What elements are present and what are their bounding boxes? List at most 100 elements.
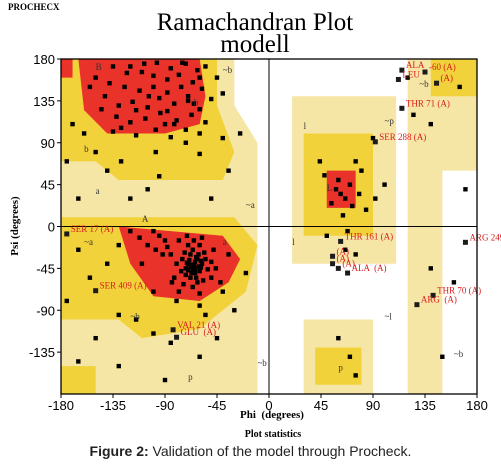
data-point <box>184 233 190 239</box>
x-tick-label: 90 <box>366 398 380 413</box>
data-point <box>81 131 87 136</box>
data-point <box>165 108 170 114</box>
data-point <box>220 135 225 141</box>
y-tick-label: 0 <box>48 220 55 235</box>
data-point <box>199 235 205 240</box>
data-point <box>176 289 182 294</box>
residue-label: ARG 249 (A) <box>469 232 501 242</box>
data-point <box>151 228 156 234</box>
data-point <box>190 284 195 290</box>
data-point <box>203 120 208 125</box>
data-point <box>143 116 148 121</box>
data-point <box>154 60 160 65</box>
data-point <box>176 72 182 78</box>
data-point <box>191 238 197 243</box>
region-allowed-6 <box>61 366 96 394</box>
data-point <box>157 233 162 239</box>
data-point <box>183 127 188 132</box>
data-point <box>405 75 410 80</box>
data-point <box>343 196 348 201</box>
data-point <box>463 187 468 192</box>
data-point <box>118 125 124 131</box>
caption-text: Validation of the model through Procheck… <box>148 443 412 459</box>
residue-label: LEU <box>402 69 420 79</box>
data-point <box>350 203 355 209</box>
residue-label: (A) <box>342 258 355 268</box>
data-point <box>168 134 173 140</box>
data-point <box>87 84 93 90</box>
data-point <box>191 101 197 106</box>
data-point <box>329 201 334 206</box>
y-tick-label: -135 <box>29 345 55 360</box>
data-point <box>440 354 445 359</box>
data-point <box>157 174 162 179</box>
region-core-13 <box>61 59 73 78</box>
data-point <box>168 252 173 257</box>
x-tick-label: 180 <box>466 398 488 413</box>
x-tick-label: 0 <box>265 398 272 413</box>
data-point <box>187 257 192 263</box>
data-point <box>373 196 378 201</box>
data-point <box>197 354 202 359</box>
data-point <box>370 135 376 141</box>
data-point <box>124 70 130 76</box>
region-allowed-9 <box>430 59 477 97</box>
data-point <box>151 84 156 90</box>
figure-caption: Figure 2: Validation of the model throug… <box>0 443 501 459</box>
data-point <box>139 261 145 266</box>
labeled-residue-point <box>414 302 420 308</box>
region-letter: ~b <box>130 312 140 322</box>
data-point <box>197 268 202 274</box>
labeled-residue-point <box>170 327 176 333</box>
data-point <box>176 238 182 243</box>
data-point <box>128 196 133 201</box>
data-point <box>190 247 195 252</box>
residue-label: SER 17 (A) <box>71 224 114 234</box>
y-tick-label: -45 <box>36 261 55 276</box>
data-point <box>168 66 173 71</box>
data-point <box>197 131 202 136</box>
x-tick-label: -90 <box>156 398 175 413</box>
data-point <box>130 99 135 105</box>
data-point <box>183 266 188 271</box>
data-point <box>197 75 202 80</box>
data-point <box>139 69 145 75</box>
region-letter: l <box>304 121 307 131</box>
residue-label: SER 409 (A) <box>100 281 147 291</box>
data-point <box>174 298 179 304</box>
data-point <box>162 377 168 383</box>
data-point <box>151 331 156 336</box>
data-point <box>172 275 177 280</box>
data-point <box>162 238 168 243</box>
data-point <box>191 263 197 268</box>
region-letter: ~a <box>84 237 93 247</box>
labeled-residue-point <box>434 80 440 86</box>
data-point <box>114 114 119 119</box>
residue-label: THR 161 (A) <box>345 231 394 241</box>
data-point <box>178 84 184 90</box>
residue-label: (A) <box>337 246 350 256</box>
data-point <box>347 354 353 359</box>
data-point <box>356 191 362 197</box>
y-tick-label: 90 <box>41 136 55 151</box>
data-point <box>382 182 387 187</box>
data-point <box>345 228 350 234</box>
data-point <box>220 91 225 96</box>
residue-label: ALA (A) <box>352 263 387 273</box>
region-letter: a <box>223 237 227 247</box>
x-tick-label: -45 <box>208 398 227 413</box>
residue-label: (A) <box>441 73 454 83</box>
data-point <box>162 121 168 127</box>
data-point <box>451 280 457 285</box>
labeled-residue-point <box>330 261 336 267</box>
labeled-residue-point <box>399 67 405 73</box>
data-point <box>197 303 202 308</box>
data-point <box>200 278 206 283</box>
data-point <box>93 149 98 155</box>
data-point <box>324 233 329 239</box>
data-point <box>185 94 191 99</box>
data-point <box>189 112 194 118</box>
data-point <box>243 270 249 276</box>
